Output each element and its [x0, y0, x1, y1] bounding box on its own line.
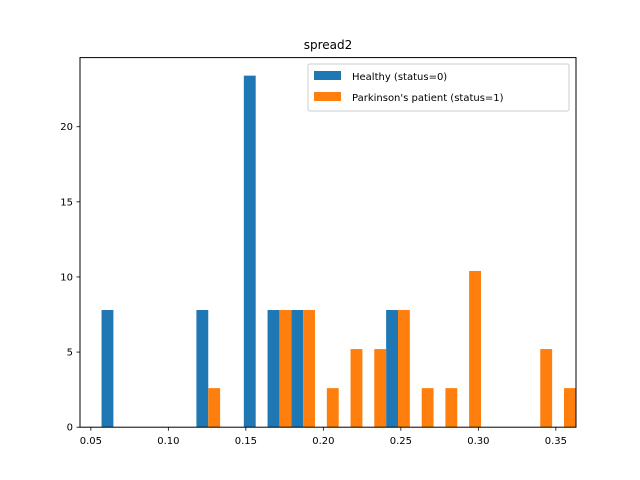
axes-frame [79, 57, 577, 428]
bar-parkinsons [421, 388, 434, 428]
bar-parkinsons [350, 349, 363, 428]
chart-title: spread2 [304, 38, 353, 52]
bar-parkinsons [374, 349, 387, 428]
x-axis: 0.05 0.10 0.15 0.20 0.25 0.30 0.35 [80, 427, 567, 447]
bar-parkinsons [326, 388, 339, 428]
x-tick-label: 0.20 [312, 436, 334, 447]
x-tick-label: 0.15 [235, 436, 257, 447]
legend-swatch-healthy [314, 71, 341, 80]
x-tick-label: 0.10 [157, 436, 179, 447]
bar-healthy [386, 310, 398, 428]
legend-label-parkinsons: Parkinson's patient (status=1) [352, 93, 504, 104]
y-tick-label: 15 [60, 197, 73, 208]
bar-healthy [196, 310, 209, 428]
bars-group [101, 75, 576, 428]
x-tick-label: 0.25 [390, 436, 412, 447]
bar-parkinsons [208, 388, 221, 428]
x-tick-label: 0.05 [80, 436, 102, 447]
x-tick-label: 0.30 [467, 436, 489, 447]
bar-healthy [101, 310, 114, 428]
y-tick-label: 10 [60, 272, 73, 283]
legend: Healthy (status=0) Parkinson's patient (… [307, 63, 570, 112]
bar-healthy [243, 75, 256, 428]
legend-swatch-parkinsons [314, 92, 341, 101]
bar-parkinsons [540, 349, 553, 428]
bar-healthy [291, 310, 304, 428]
y-tick-label: 5 [67, 348, 73, 359]
bar-parkinsons [445, 388, 458, 428]
bar-parkinsons [469, 270, 481, 428]
x-tick-label: 0.35 [545, 436, 567, 447]
legend-box [307, 63, 570, 112]
y-tick-label: 0 [67, 423, 73, 434]
y-tick-label: 20 [60, 122, 73, 133]
bar-parkinsons [279, 310, 292, 428]
bar-parkinsons [397, 310, 410, 428]
legend-label-healthy: Healthy (status=0) [352, 72, 447, 83]
y-axis: 0 5 10 15 20 [60, 122, 80, 434]
bar-parkinsons [563, 388, 576, 428]
bar-healthy [267, 310, 280, 428]
bar-parkinsons [303, 310, 315, 428]
